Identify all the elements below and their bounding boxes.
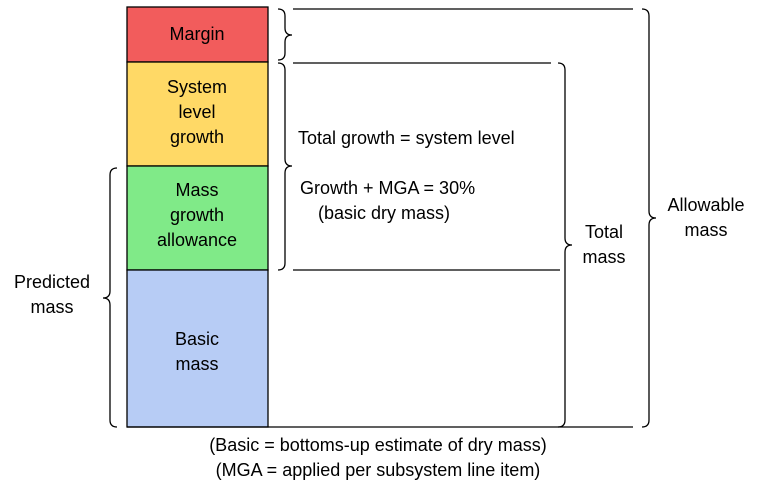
- brace: [641, 8, 657, 428]
- block-label: Basic: [175, 329, 219, 349]
- annotation: mass: [684, 220, 727, 240]
- footnote: (MGA = applied per subsystem line item): [216, 460, 541, 480]
- block-label: allowance: [157, 230, 237, 250]
- block-label: level: [178, 102, 215, 122]
- annotation: Total growth = system level: [298, 128, 515, 148]
- annotation: Growth + MGA = 30%: [300, 178, 475, 198]
- block-label: System: [167, 77, 227, 97]
- system-growth-block: [126, 61, 269, 167]
- annotation: Allowable: [667, 195, 744, 215]
- annotation: (basic dry mass): [318, 203, 450, 223]
- footnote: (Basic = bottoms-up estimate of dry mass…: [209, 435, 547, 455]
- block-label: mass: [175, 354, 218, 374]
- basic-block: [126, 269, 269, 428]
- block-label: growth: [170, 127, 224, 147]
- block-label: Mass: [175, 180, 218, 200]
- block-label: Margin: [169, 24, 224, 44]
- annotation: Total: [585, 222, 623, 242]
- mga-block: [126, 165, 269, 271]
- annotation: mass: [582, 247, 625, 267]
- brace: [102, 167, 118, 428]
- brace: [557, 62, 573, 428]
- brace: [277, 62, 293, 271]
- braces: [102, 8, 657, 428]
- annotation: mass: [30, 297, 73, 317]
- annotation: Predicted: [14, 272, 90, 292]
- margin-block: [126, 6, 269, 63]
- brace: [277, 8, 293, 61]
- block-label: growth: [170, 205, 224, 225]
